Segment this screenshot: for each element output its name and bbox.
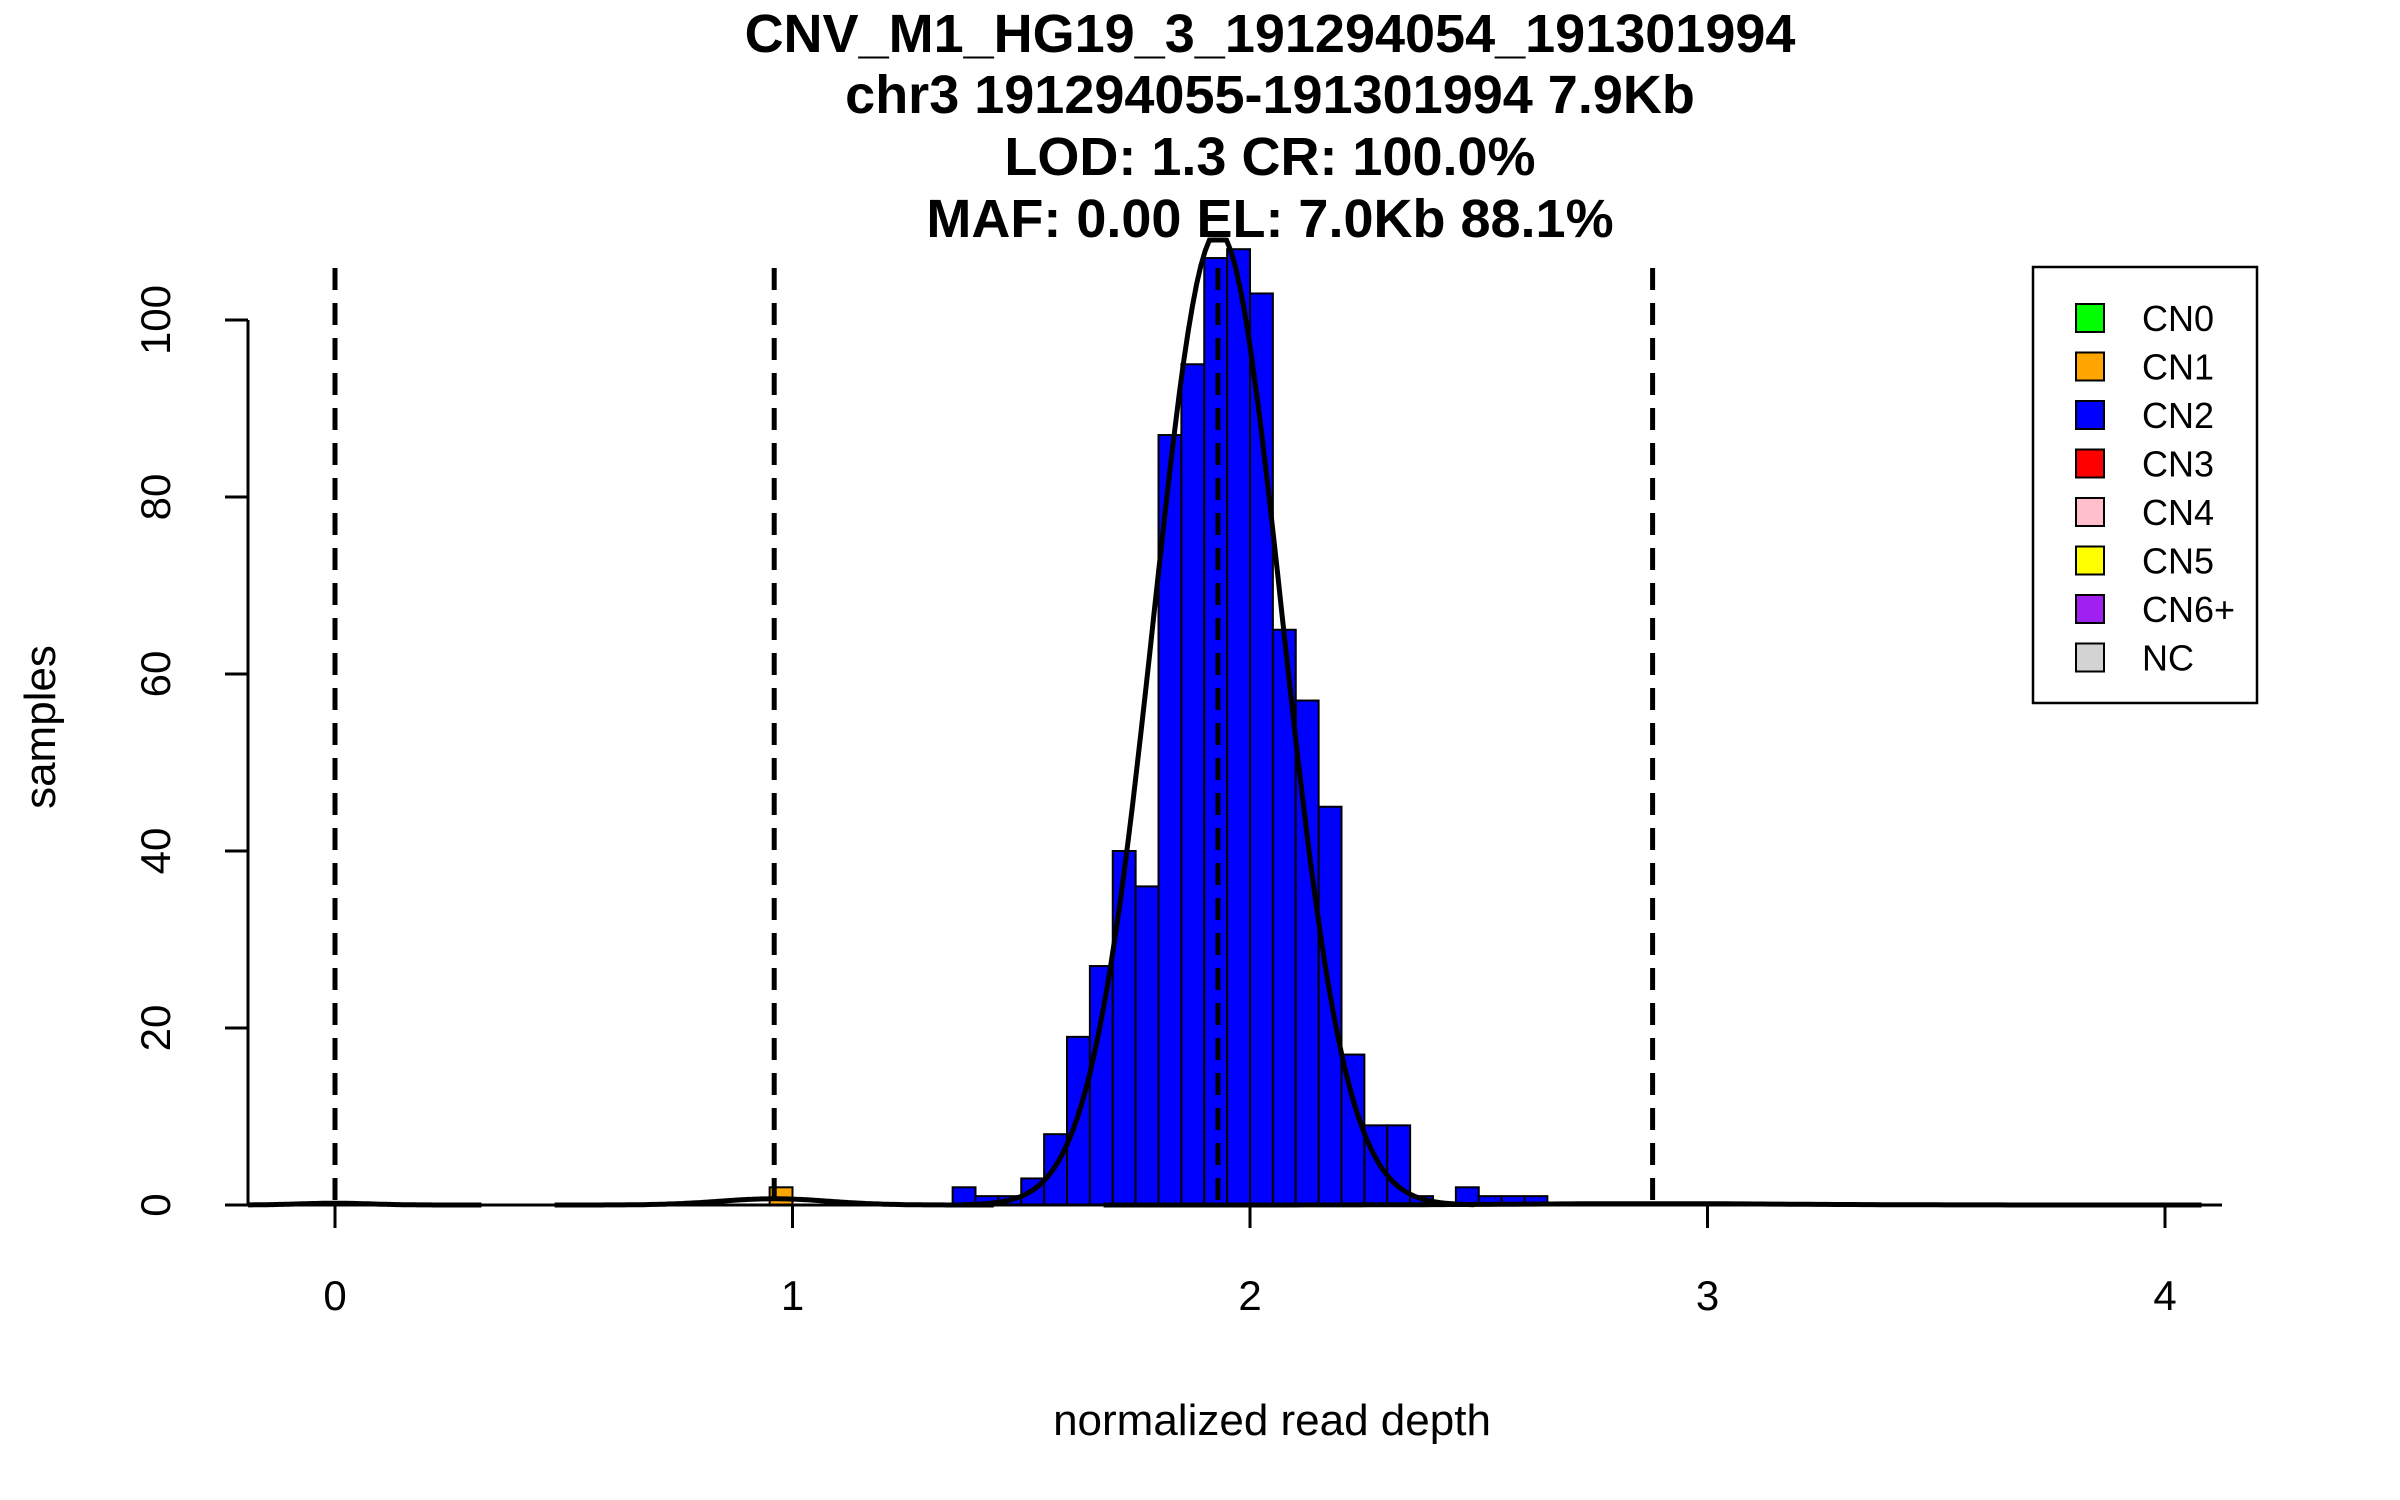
y-tick-label: 80 xyxy=(132,474,179,521)
legend-swatch xyxy=(2075,642,2105,673)
chart-title: CNV_M1_HG19_3_191294054_191301994 chr3 1… xyxy=(745,4,1796,249)
legend-swatch xyxy=(2075,497,2105,527)
x-tick-label: 4 xyxy=(2153,1272,2176,1319)
legend-label: CN2 xyxy=(2142,395,2214,436)
title-line-4: MAF: 0.00 EL: 7.0Kb 88.1% xyxy=(926,189,1613,249)
histogram-bar xyxy=(1180,363,1206,1206)
y-axis-label: samples xyxy=(16,645,65,809)
legend-label: CN5 xyxy=(2142,541,2214,582)
title-line-1: CNV_M1_HG19_3_191294054_191301994 xyxy=(745,4,1796,64)
legend: CN0 CN1 CN2 CN3 CN4 CN5 CN6+ NC xyxy=(2031,265,2259,705)
y-tick-label: 100 xyxy=(132,285,179,355)
y-tick-label: 0 xyxy=(132,1193,179,1216)
legend-label: CN6+ xyxy=(2142,589,2235,630)
legend-label: CN4 xyxy=(2142,492,2214,533)
x-tick-label: 2 xyxy=(1238,1272,1261,1319)
histogram-bar xyxy=(1226,248,1251,1206)
x-tick-label: 3 xyxy=(1696,1272,1719,1319)
legend-swatch xyxy=(2075,448,2105,479)
x-tick-label: 0 xyxy=(323,1272,346,1319)
y-tick-label: 60 xyxy=(132,651,179,698)
legend-label: CN3 xyxy=(2142,444,2214,485)
x-axis-label: normalized read depth xyxy=(1053,1396,1491,1445)
legend-swatch xyxy=(2075,400,2105,430)
density-curve xyxy=(961,237,1475,1208)
legend-box xyxy=(2031,265,2259,705)
histogram-bars xyxy=(768,248,1549,1207)
copy-number-thresholds xyxy=(332,268,1656,1205)
histogram-bar xyxy=(1111,850,1137,1206)
legend-swatch xyxy=(2075,594,2105,624)
x-tick-label: 1 xyxy=(781,1272,804,1319)
histogram-bar xyxy=(1134,885,1160,1207)
title-line-3: LOD: 1.3 CR: 100.0% xyxy=(1004,127,1535,187)
x-ticks: 0 1 2 3 4 xyxy=(323,1205,2177,1319)
legend-swatch xyxy=(2075,351,2105,382)
y-tick-label: 20 xyxy=(132,1005,179,1052)
y-tick-label: 40 xyxy=(132,828,179,875)
legend-swatch xyxy=(2075,303,2105,333)
axes: 0 1 2 3 4 0 20 40 60 80 100 xyxy=(132,285,2222,1319)
y-ticks: 0 20 40 60 80 100 xyxy=(132,285,248,1217)
title-line-2: chr3 191294055-191301994 7.9Kb xyxy=(845,65,1695,125)
legend-label: CN0 xyxy=(2142,298,2214,339)
legend-items: CN0 CN1 CN2 CN3 CN4 CN5 CN6+ NC xyxy=(2075,298,2235,679)
legend-label: NC xyxy=(2142,638,2194,679)
legend-swatch xyxy=(2075,545,2105,576)
histogram-bar xyxy=(1088,965,1114,1206)
legend-label: CN1 xyxy=(2142,347,2214,388)
